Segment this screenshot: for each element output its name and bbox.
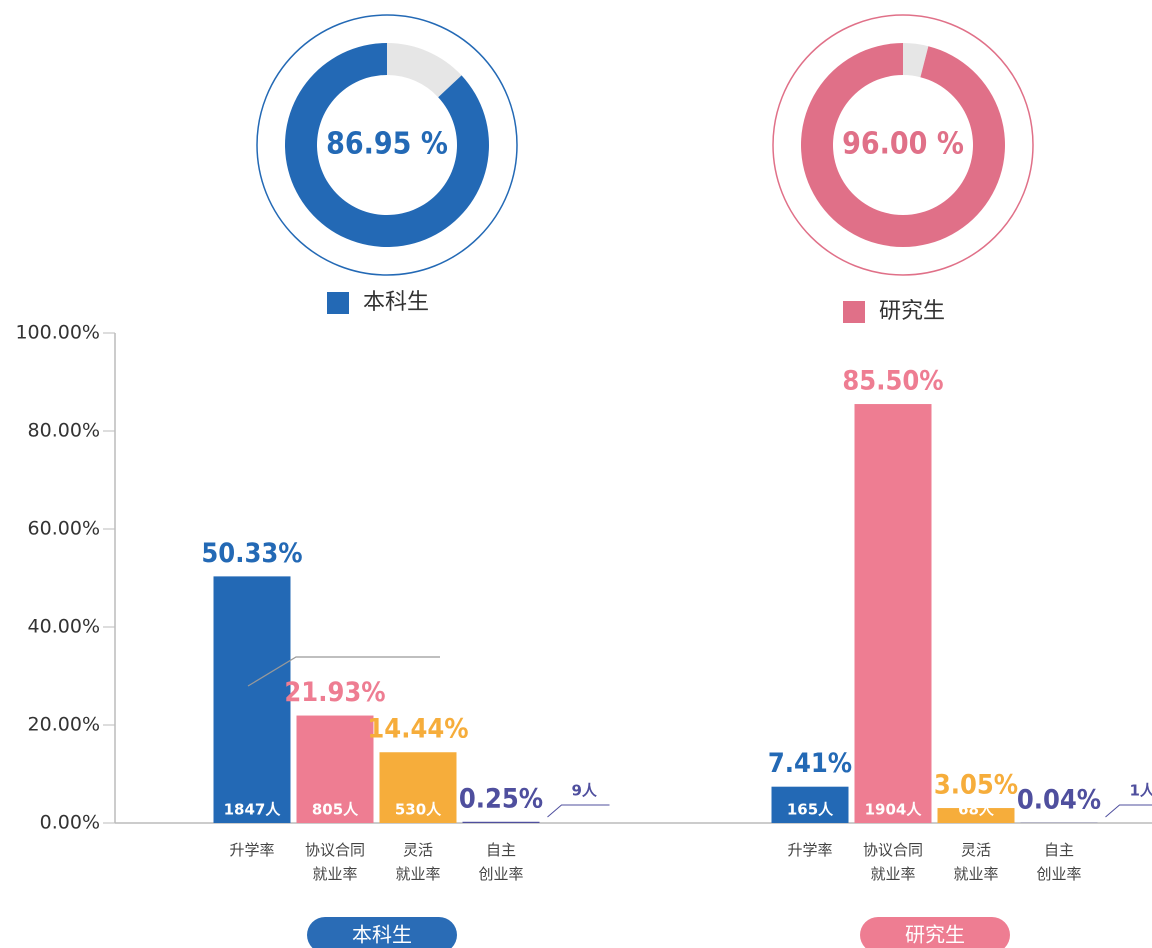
leader-line: [547, 804, 610, 818]
bar: [854, 404, 932, 823]
x-tick-label: 灵活 就业率: [395, 841, 441, 883]
legend-label: 本科生: [363, 290, 429, 315]
outer-ring: [772, 14, 1034, 276]
count-label: 530人: [395, 801, 442, 819]
count-label: 68人: [958, 801, 995, 819]
outer-ring: [256, 14, 518, 276]
group-label: 研究生: [905, 923, 965, 947]
bar: [771, 786, 849, 823]
x-tick-label: 自主 创业率: [478, 841, 524, 883]
leader-line: [1105, 804, 1152, 818]
group-label: 本科生: [352, 923, 412, 947]
y-tick-label: 80.00%: [28, 420, 100, 442]
bar: [937, 808, 1015, 823]
y-tick-label: 100.00%: [15, 322, 100, 344]
donut-rest: [387, 43, 462, 98]
bar: [213, 576, 291, 823]
value-label: 3.05%: [934, 770, 1018, 801]
bar: [379, 752, 457, 823]
y-tick-label: 0.00%: [40, 812, 100, 834]
count-label: 1904人: [865, 801, 923, 819]
x-tick-label: 自主 创业率: [1036, 841, 1082, 883]
bar: [296, 715, 374, 823]
count-label: 1847人: [224, 801, 282, 819]
x-tick-label: 协议合同 就业率: [304, 841, 365, 883]
donut-arc: [285, 43, 489, 248]
value-label: 14.44%: [367, 714, 468, 745]
bar: [462, 821, 540, 823]
value-label: 0.04%: [1017, 784, 1101, 815]
count-label: 165人: [787, 801, 834, 819]
decor-line: [247, 656, 440, 687]
y-tick-label: 60.00%: [28, 518, 100, 540]
group-pill: [307, 917, 457, 948]
group-pill: [860, 917, 1010, 948]
legend-label: 研究生: [879, 299, 945, 324]
donut-rest: [903, 43, 929, 78]
value-label: 7.41%: [768, 748, 852, 779]
count-label: 9人: [572, 782, 598, 800]
value-label: 85.50%: [842, 366, 943, 397]
x-tick-label: 灵活 就业率: [953, 841, 999, 883]
y-tick-label: 40.00%: [28, 616, 100, 638]
donut-label: 96.00 %: [842, 127, 964, 162]
count-label: 805人: [312, 801, 359, 819]
value-label: 50.33%: [201, 538, 302, 569]
x-tick-label: 升学率: [787, 841, 833, 859]
donut-label: 86.95 %: [326, 127, 448, 162]
count-label: 1人: [1130, 782, 1152, 800]
donut-arc: [800, 43, 1005, 247]
value-label: 0.25%: [459, 783, 543, 814]
legend-swatch: [843, 301, 865, 323]
y-tick-label: 20.00%: [28, 714, 100, 736]
legend-swatch: [327, 292, 349, 314]
x-tick-label: 协议合同 就业率: [862, 841, 923, 883]
value-label: 21.93%: [284, 677, 385, 708]
x-tick-label: 升学率: [229, 841, 275, 859]
